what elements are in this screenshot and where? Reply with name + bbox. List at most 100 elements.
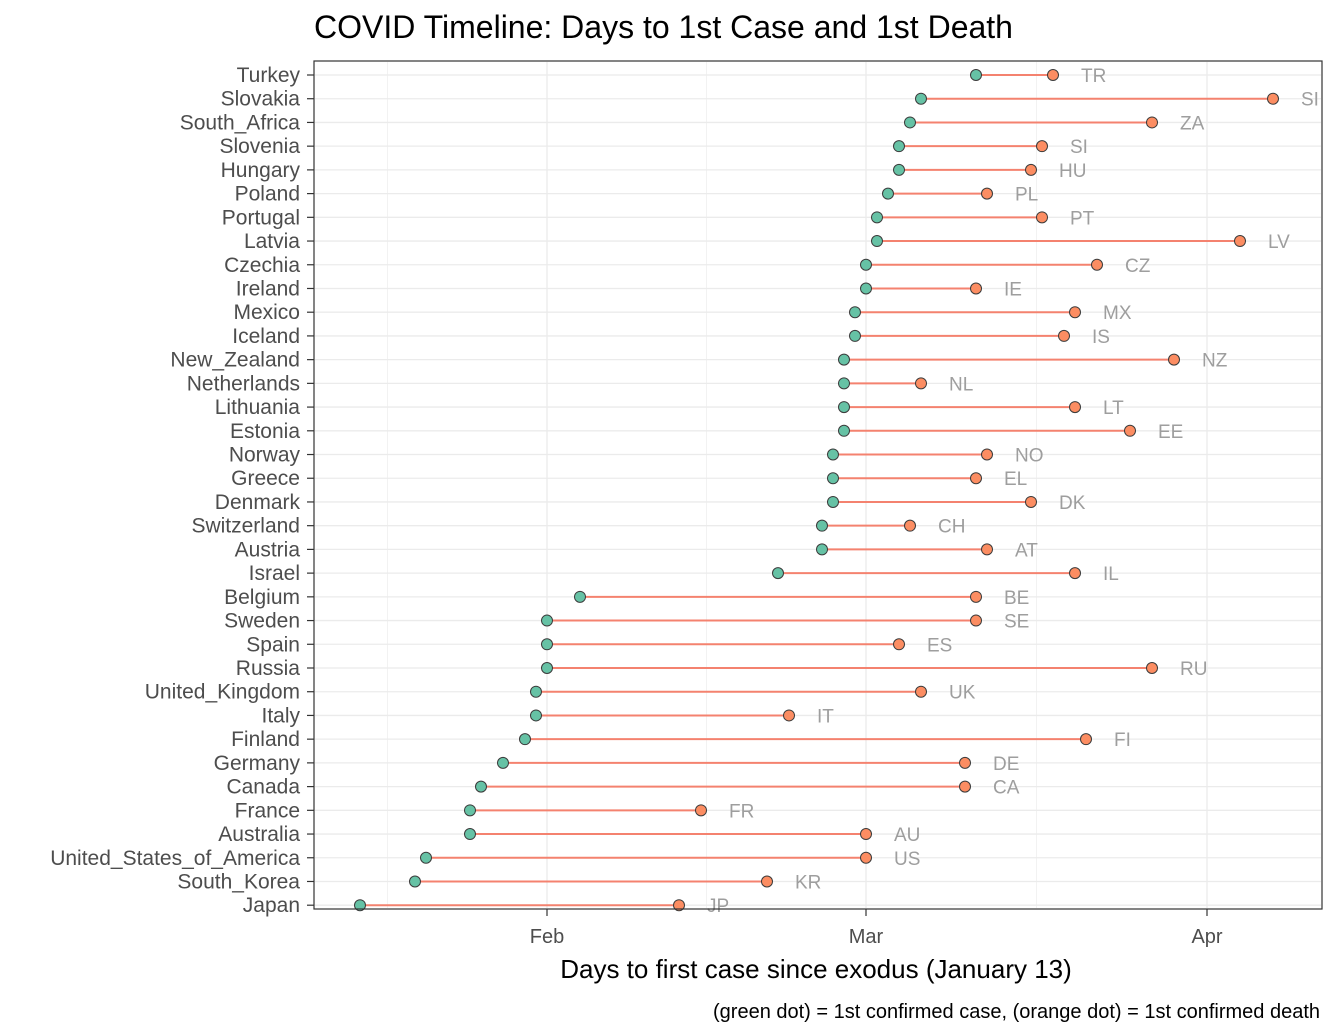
first-case-dot: [915, 92, 927, 105]
first-case-dot: [574, 590, 586, 603]
country-label: Czechia: [224, 254, 300, 277]
plot-panel: [314, 61, 1322, 909]
country-label: Netherlands: [187, 372, 300, 395]
country-label: Latvia: [244, 230, 300, 253]
first-death-dot: [970, 472, 982, 485]
country-label: South_Korea: [177, 870, 300, 893]
first-death-dot: [1267, 92, 1279, 105]
first-death-dot: [1146, 116, 1158, 129]
chart-caption: (green dot) = 1st confirmed case, (orang…: [713, 1001, 1320, 1023]
country-code-label: FR: [729, 801, 754, 822]
y-axis: TurkeySlovakiaSouth_AfricaSloveniaHungar…: [50, 64, 314, 917]
first-case-dot: [860, 282, 872, 295]
x-tick-label: Mar: [849, 926, 884, 948]
country-label: Denmark: [215, 491, 301, 514]
first-case-dot: [827, 472, 839, 485]
country-code-label: PT: [1070, 208, 1095, 229]
first-death-dot: [1069, 306, 1081, 319]
first-case-dot: [882, 187, 894, 200]
country-code-label: KR: [795, 872, 821, 893]
first-death-dot: [959, 780, 971, 793]
first-death-dot: [1058, 329, 1070, 342]
first-case-dot: [838, 401, 850, 414]
first-case-dot: [541, 614, 553, 627]
first-case-dot: [530, 709, 542, 722]
country-code-label: LV: [1268, 232, 1290, 253]
country-label: Estonia: [230, 420, 300, 443]
country-code-label: IE: [1004, 279, 1022, 300]
country-label: Sweden: [224, 610, 300, 633]
first-death-dot: [1091, 258, 1103, 271]
country-code-label: CZ: [1125, 256, 1151, 277]
first-death-dot: [673, 899, 685, 912]
country-code-label: IL: [1103, 564, 1119, 585]
country-code-label: ES: [927, 635, 952, 656]
country-label: Mexico: [233, 301, 300, 324]
country-code-label: DE: [993, 754, 1019, 775]
country-label: United_States_of_America: [50, 847, 300, 870]
first-case-dot: [893, 163, 905, 176]
country-code-label: BE: [1004, 588, 1029, 609]
first-death-dot: [761, 875, 773, 888]
first-case-dot: [904, 116, 916, 129]
country-code-label: AT: [1015, 540, 1038, 561]
first-death-dot: [981, 543, 993, 556]
first-death-dot: [904, 519, 916, 532]
country-code-label: CA: [993, 778, 1020, 799]
country-code-label: CH: [938, 517, 965, 538]
country-label: Canada: [226, 776, 300, 799]
country-code-label: NO: [1015, 446, 1044, 467]
country-label: France: [235, 799, 300, 822]
country-label: Switzerland: [191, 515, 300, 538]
first-death-dot: [1069, 401, 1081, 414]
country-label: Finland: [231, 728, 300, 751]
country-code-label: JP: [707, 896, 729, 917]
first-case-dot: [541, 662, 553, 674]
plot-border: [313, 60, 1323, 910]
country-label: Italy: [261, 704, 300, 727]
country-code-label: HU: [1059, 161, 1086, 182]
country-label: Greece: [231, 467, 300, 490]
first-death-dot: [860, 828, 872, 841]
country-code-label: EL: [1004, 469, 1027, 490]
country-code-label: LT: [1103, 398, 1124, 419]
first-case-dot: [464, 804, 476, 817]
first-case-dot: [420, 851, 432, 864]
country-code-label: SI: [1070, 137, 1088, 158]
first-death-dot: [783, 709, 795, 722]
first-case-dot: [464, 828, 476, 841]
country-label: Slovenia: [219, 135, 300, 158]
death-dots: [673, 69, 1279, 912]
country-code-label: UK: [949, 683, 976, 704]
first-death-dot: [970, 590, 982, 603]
country-code-label: IS: [1092, 327, 1110, 348]
country-label: South_Africa: [180, 111, 301, 134]
country-code-label: SI: [1301, 90, 1319, 111]
first-death-dot: [1234, 235, 1246, 248]
country-code-label: ZA: [1180, 113, 1205, 134]
segments: [360, 74, 1273, 907]
country-label: Belgium: [224, 586, 300, 609]
first-death-dot: [959, 756, 971, 769]
country-code-label: SE: [1004, 612, 1029, 633]
first-death-dot: [915, 377, 927, 390]
country-label: Japan: [243, 894, 300, 917]
country-code-label: EE: [1158, 422, 1183, 443]
first-case-dot: [519, 733, 531, 746]
first-death-dot: [893, 638, 905, 651]
country-code-label: IT: [817, 706, 834, 727]
first-death-dot: [1146, 662, 1158, 674]
country-label: United_Kingdom: [145, 681, 300, 704]
first-case-dot: [530, 685, 542, 698]
country-code-label: US: [894, 849, 920, 870]
first-case-dot: [849, 329, 861, 342]
country-code-label: NZ: [1202, 351, 1228, 372]
country-label: Slovakia: [221, 88, 301, 111]
country-label: Germany: [214, 752, 301, 775]
country-label: Iceland: [232, 325, 300, 348]
first-death-dot: [1036, 211, 1048, 224]
first-death-dot: [860, 851, 872, 864]
first-case-dot: [970, 69, 982, 81]
first-case-dot: [893, 140, 905, 153]
first-case-dot: [838, 377, 850, 390]
